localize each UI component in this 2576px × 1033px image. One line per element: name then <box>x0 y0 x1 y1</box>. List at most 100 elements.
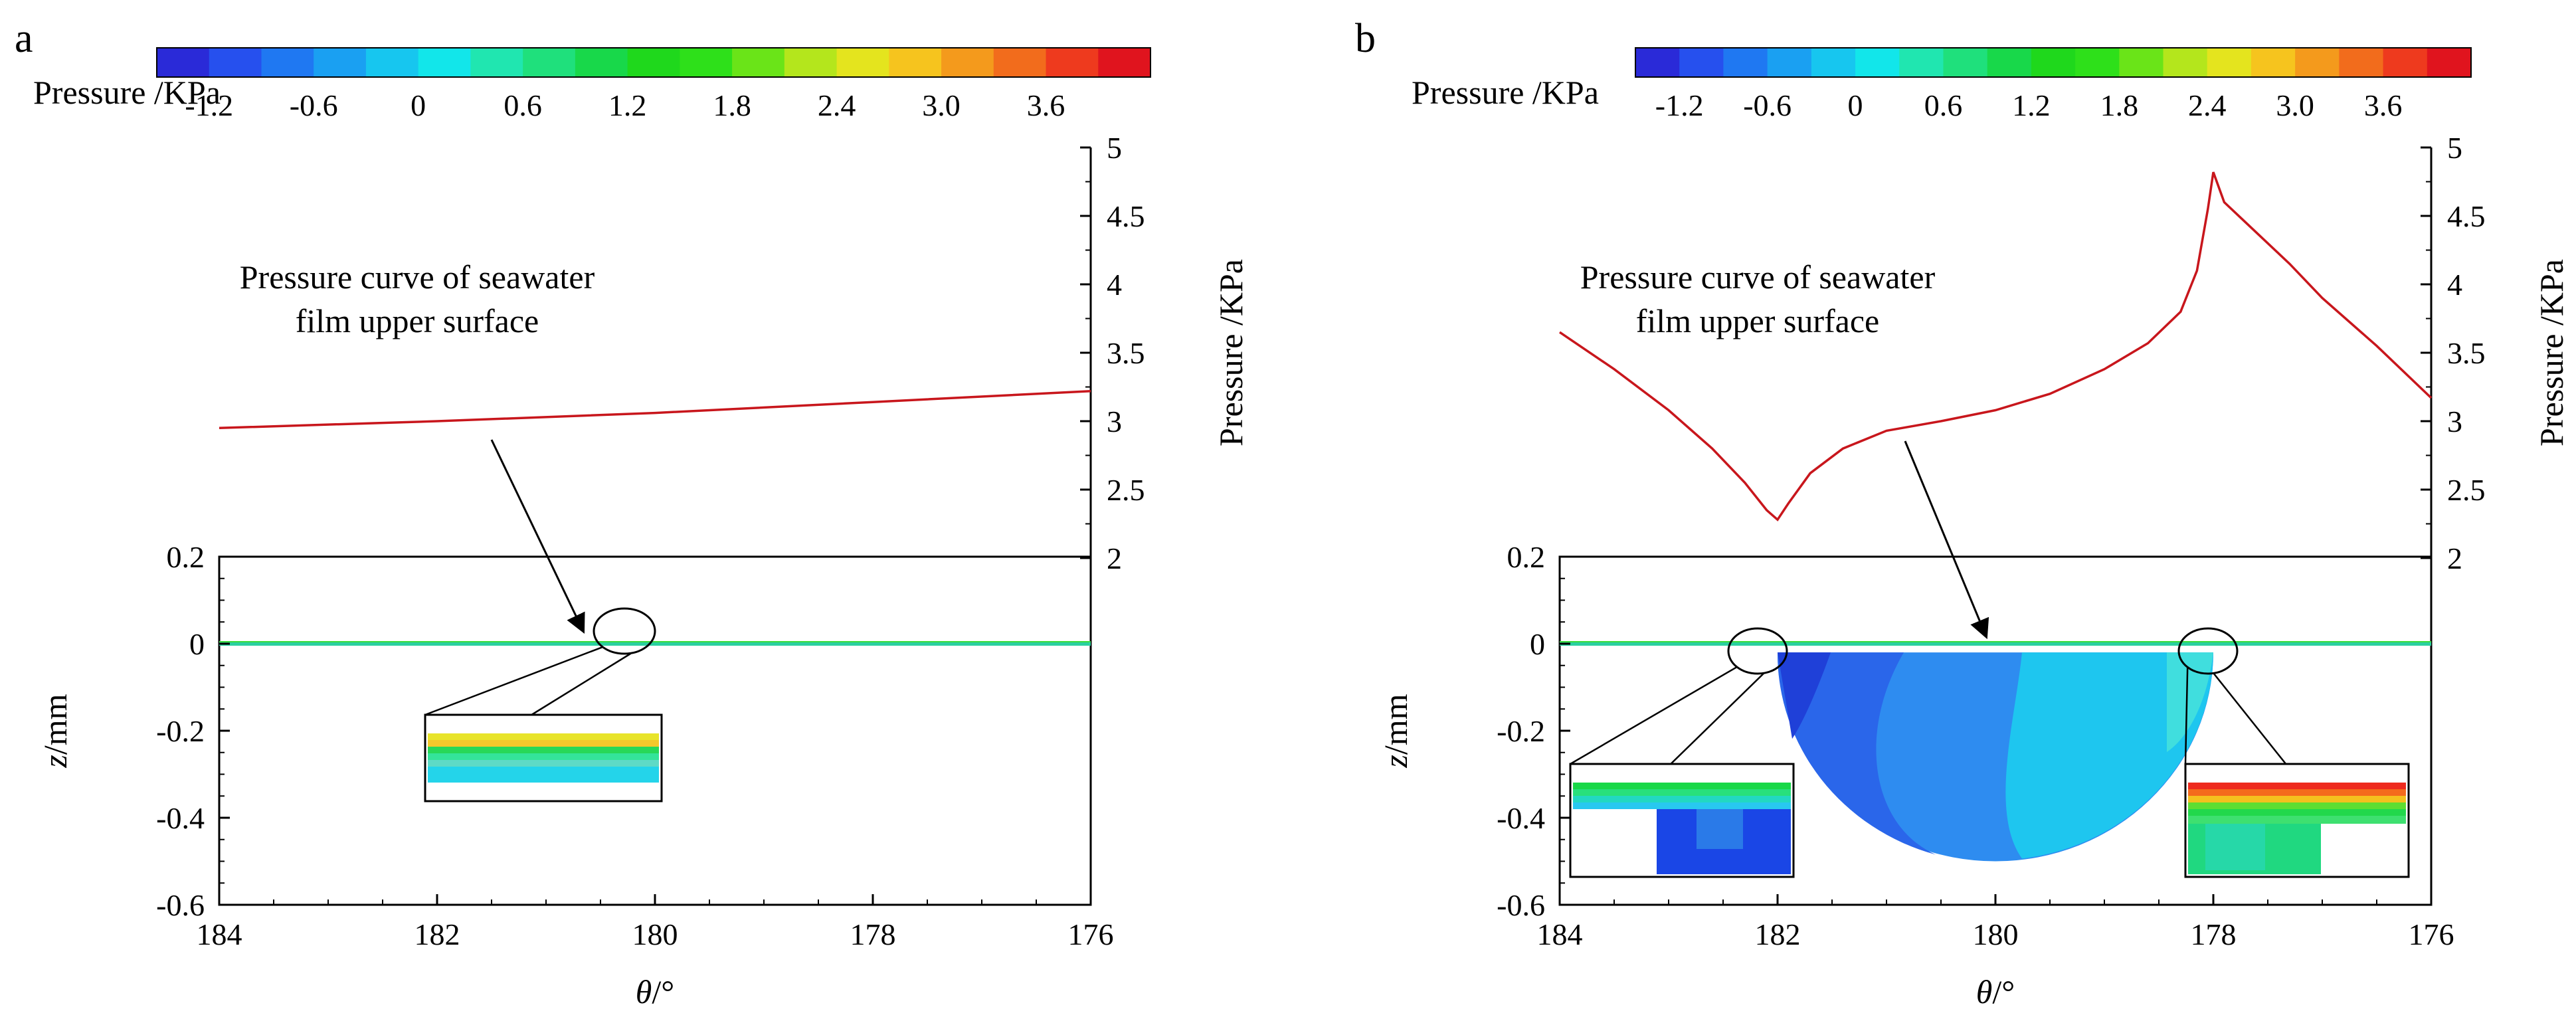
colour-bar-cell <box>1855 48 1900 77</box>
theta-tick-label: 178 <box>850 917 896 951</box>
colour-bar-cell <box>1767 48 1812 77</box>
colour-bar-cell <box>1811 48 1856 77</box>
colour-bar-tick-label: 1.8 <box>2100 88 2139 122</box>
theta-tick-label: 184 <box>1537 917 1583 951</box>
colour-legend: Pressure /KPa -1.2 -0.6 0 0.6 1.2 1.8 2.4 3.0 3.… <box>1412 47 2472 122</box>
pressure-tick-label: 2 <box>2447 541 2462 575</box>
theta-tick-label: 176 <box>1068 917 1114 951</box>
colour-bar-tick-label: 3.6 <box>1027 88 1065 122</box>
pressure-axis-label: Pressure /KPa <box>2533 259 2570 446</box>
theta-tick-label: 180 <box>632 917 678 951</box>
colour-bar-tick-label: 0.6 <box>1924 88 1963 122</box>
panel-label: b <box>1355 16 1376 61</box>
panel-label: a <box>15 16 33 61</box>
colour-bar-ticks: -1.2 -0.6 0 0.6 1.2 1.8 2.4 3.0 3.6 <box>185 88 1065 122</box>
colour-bar-cell <box>1723 48 1768 77</box>
pressure-tick-label: 2 <box>1107 541 1122 575</box>
film-plot: 0.2 0 -0.2 -0.4 -0.6 184 182 180 178 176 z/mm θ/… <box>37 540 1114 1010</box>
colour-bar-cell <box>2383 48 2428 77</box>
zoom-connector <box>2213 673 2287 765</box>
zoom-film-stripe <box>428 767 659 774</box>
zoom-film-stripe <box>428 740 659 747</box>
colour-bar-cell <box>2119 48 2164 77</box>
pressure-plot: 2 2.5 3 3.5 4 4.5 5 Pressure /KPa Pressure cur… <box>1559 131 2570 640</box>
colour-bar-cell <box>1635 48 1680 77</box>
zoom-inset <box>1569 627 1795 878</box>
panel-b: b Pressure /KPa -1.2 -0.6 0 0.6 1.2 1.8 2.4 3.0… <box>1355 16 2570 1010</box>
zoom-connector <box>424 646 604 716</box>
colour-bar-tick-label: 1.2 <box>608 88 647 122</box>
colour-bar-cell <box>680 48 733 77</box>
z-tick-label: -0.6 <box>1497 888 1545 922</box>
film-layer <box>1560 642 2431 646</box>
zoom-film-stripe <box>2188 809 2406 816</box>
zoom-connector <box>1670 673 1764 765</box>
zoom-fill <box>428 773 659 783</box>
colour-bar-cell <box>1046 48 1099 77</box>
colour-bar-cell <box>993 48 1047 77</box>
colour-bar-tick-label: 0 <box>1848 88 1863 122</box>
zoom-film-stripe <box>2188 802 2406 810</box>
colour-bar-cell <box>209 48 262 77</box>
z-tick-label: 0 <box>1530 627 1545 661</box>
z-tick-label: -0.6 <box>156 888 205 922</box>
zoom-inset <box>2177 627 2410 878</box>
colour-bar-cell <box>2339 48 2384 77</box>
colour-bar-cell <box>1679 48 1724 77</box>
pressure-tick-label: 3.5 <box>1107 336 1145 370</box>
annotation-line1: Pressure curve of seawater <box>1580 258 1936 296</box>
colour-bar-tick-label: -1.2 <box>1655 88 1704 122</box>
colour-bar-cell <box>2075 48 2120 77</box>
colour-bar-cell <box>941 48 994 77</box>
annotation-arrow <box>490 439 585 634</box>
colour-bar-frame <box>156 47 1151 78</box>
pressure-tick-label: 5 <box>2447 131 2462 165</box>
colour-bar-cell <box>2295 48 2340 77</box>
theta-tick-label: 178 <box>2191 917 2237 951</box>
zoom-film-stripe <box>428 760 659 767</box>
zoom-film-stripe <box>2188 783 2406 790</box>
colour-bar-cell <box>732 48 785 77</box>
theta-axis-ticks: 184 182 180 178 176 <box>197 894 1114 951</box>
colour-bar-tick-label: 3.0 <box>2276 88 2314 122</box>
zoom-connector <box>2184 666 2189 765</box>
theta-axis-label: θ/° <box>1976 973 2015 1010</box>
pressure-axis-ticks: 2 2.5 3 3.5 4 4.5 5 <box>2421 131 2486 575</box>
colour-bar-tick-label: 1.8 <box>713 88 751 122</box>
zoom-film-stripe <box>2188 796 2406 803</box>
zoom-inset <box>424 607 663 802</box>
legend-title: Pressure /KPa <box>1412 74 1599 111</box>
z-tick-label: 0.2 <box>167 540 205 574</box>
zoom-callouts <box>1569 627 2410 878</box>
colour-bar-cell <box>2427 48 2472 77</box>
z-tick-label: -0.4 <box>156 801 205 835</box>
z-tick-label: 0.2 <box>1507 540 1546 574</box>
seawater-film <box>1560 641 2431 862</box>
colour-bar-ticks: -1.2 -0.6 0 0.6 1.2 1.8 2.4 3.0 3.6 <box>1655 88 2403 122</box>
zoom-marker-ellipse <box>1727 627 1788 675</box>
theta-axis-label: θ/° <box>636 973 674 1010</box>
pressure-tick-label: 3 <box>1107 405 1122 438</box>
zoom-film-stripe <box>2188 789 2406 797</box>
colour-bar-cell <box>784 48 838 77</box>
annotation-arrow <box>1904 440 1989 640</box>
z-axis-ticks: 0.2 0 -0.2 -0.4 -0.6 <box>156 540 230 922</box>
colour-bar-cell <box>2163 48 2208 77</box>
colour-bar-cell <box>575 48 628 77</box>
z-tick-label: -0.2 <box>1497 714 1545 748</box>
colour-bar-cell <box>627 48 680 77</box>
colour-bar-cell <box>1899 48 1944 77</box>
colour-bar <box>156 47 1151 78</box>
dimple-edge-zone <box>2167 652 2213 753</box>
colour-bar-cell <box>157 48 210 77</box>
colour-bar-tick-label: 2.4 <box>818 88 856 122</box>
zoom-fill <box>1573 802 1791 809</box>
theta-tick-label: 182 <box>1755 917 1801 951</box>
pressure-tick-label: 4 <box>2447 268 2462 302</box>
z-tick-label: -0.4 <box>1497 801 1545 835</box>
colour-bar-cell <box>2031 48 2076 77</box>
dimple-high-pressure-zone <box>2005 652 2213 859</box>
colour-bar-cell <box>470 48 523 77</box>
colour-bar-tick-label: 0 <box>411 88 426 122</box>
